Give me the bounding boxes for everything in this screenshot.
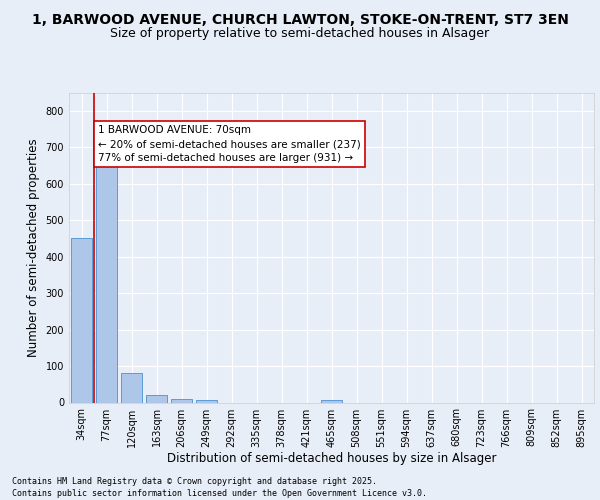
Text: Contains HM Land Registry data © Crown copyright and database right 2025.
Contai: Contains HM Land Registry data © Crown c… [12,476,427,498]
Bar [146,395,167,402]
Bar [96,166,117,402]
Text: Size of property relative to semi-detached houses in Alsager: Size of property relative to semi-detach… [110,28,490,40]
X-axis label: Distribution of semi-detached houses by size in Alsager: Distribution of semi-detached houses by … [167,452,496,466]
Bar [196,400,217,402]
Bar [121,374,142,402]
Bar [321,400,342,402]
Text: 1 BARWOOD AVENUE: 70sqm
← 20% of semi-detached houses are smaller (237)
77% of s: 1 BARWOOD AVENUE: 70sqm ← 20% of semi-de… [98,126,361,164]
Bar [171,399,192,402]
Bar [71,238,92,402]
Y-axis label: Number of semi-detached properties: Number of semi-detached properties [27,138,40,357]
Text: 1, BARWOOD AVENUE, CHURCH LAWTON, STOKE-ON-TRENT, ST7 3EN: 1, BARWOOD AVENUE, CHURCH LAWTON, STOKE-… [32,12,568,26]
